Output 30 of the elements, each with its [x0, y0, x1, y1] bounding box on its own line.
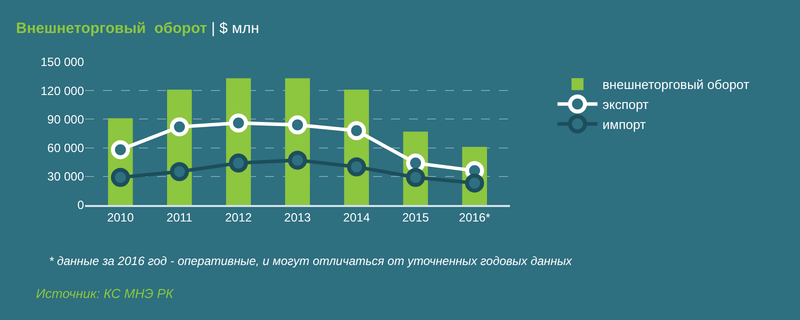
x-tick-label: 2015 — [402, 210, 430, 224]
legend-label: импорт — [602, 116, 646, 132]
y-tick-label: 30 000 — [47, 170, 84, 184]
point — [347, 157, 366, 176]
point — [110, 140, 130, 160]
legend-label: экспорт — [602, 97, 649, 112]
text: * данные за 2016 год - оперативные, и могут отличаться от уточненных годовых данных — [49, 254, 573, 268]
point — [288, 115, 307, 134]
legend-label: внешнеторговый оборот — [602, 77, 750, 92]
x-tick-label: 2013 — [284, 210, 312, 224]
point — [170, 162, 189, 182]
point — [228, 154, 248, 173]
y-tick-label: 60 000 — [47, 141, 84, 155]
y-tick-label: 150 000 — [40, 55, 84, 70]
text: Источник: КС МНЭ РК — [36, 286, 175, 301]
point — [288, 150, 307, 170]
point — [170, 117, 189, 136]
chart-title: Внешнеторговый оборот — [16, 20, 208, 37]
x-tick-label: 2016* — [458, 210, 491, 224]
x-tick-label: 2014 — [343, 210, 370, 224]
y-tick-label: 0 — [77, 198, 84, 212]
y-tick-label: 90 000 — [47, 112, 84, 126]
x-tick-label: 2012 — [225, 210, 252, 224]
chart-subtitle: | $ млн — [211, 20, 260, 37]
point — [228, 114, 248, 133]
x-tick-label: 2010 — [107, 210, 134, 224]
x-tick-label: 2011 — [166, 210, 193, 224]
y-tick-label: 120 000 — [40, 84, 84, 98]
point — [347, 121, 366, 140]
point — [110, 168, 130, 187]
